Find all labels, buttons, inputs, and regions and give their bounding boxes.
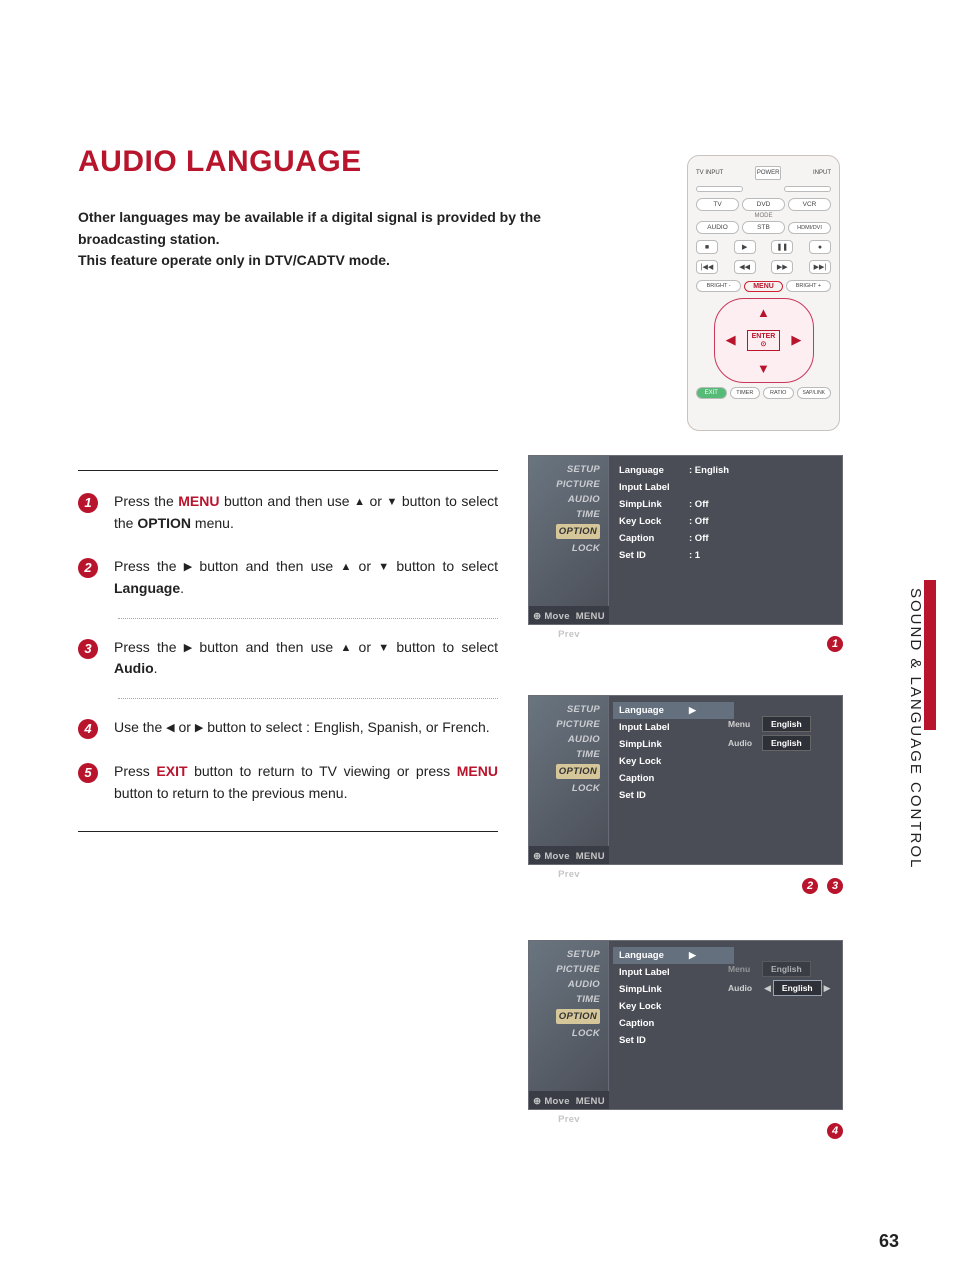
osd2-badge-a: 2 [802, 878, 818, 894]
bright-plus-button[interactable]: BRIGHT + [786, 280, 831, 292]
osd-panel-3: SETUPPICTUREAUDIOTIME OPTIONLOCK ⊕ Move … [528, 940, 843, 1110]
step-5-text: Press EXIT button to return to TV viewin… [114, 761, 498, 804]
vcr-button[interactable]: VCR [788, 198, 831, 211]
stb-button[interactable]: STB [742, 221, 785, 234]
play-button[interactable]: ▶ [734, 240, 756, 254]
step-4-text: Use the ◀ or ▶ button to select : Englis… [114, 717, 498, 739]
step-3-badge: 3 [78, 639, 98, 659]
audio-button[interactable]: AUDIO [696, 221, 739, 234]
dpad-right[interactable]: ▶ [791, 332, 801, 348]
tv-button[interactable]: TV [696, 198, 739, 211]
step-5: 5 Press EXIT button to return to TV view… [78, 753, 498, 818]
side-tab [924, 580, 936, 730]
bright-minus-button[interactable]: BRIGHT - [696, 280, 741, 292]
hdmi-button[interactable]: HDMI/DVI [788, 222, 831, 234]
osd2-menu-col: SETUPPICTUREAUDIOTIME OPTIONLOCK ⊕ Move … [529, 696, 609, 864]
page-title: AUDIO LANGUAGE [78, 145, 362, 179]
intro-line1: Other languages may be available if a di… [78, 209, 541, 247]
osd-panel-2: SETUPPICTUREAUDIOTIME OPTIONLOCK ⊕ Move … [528, 695, 843, 865]
tv-input-button[interactable] [696, 186, 743, 192]
step-3: 3 Press the ▶ button and then use ▲ or ▼… [78, 629, 498, 694]
step-4-badge: 4 [78, 719, 98, 739]
ratio-button[interactable]: RATIO [763, 387, 794, 399]
osd2-submenu: MenuEnglish AudioEnglish [728, 716, 836, 754]
step-1-text: Press the MENU button and then use ▲ or … [114, 491, 498, 534]
steps-list: 1 Press the MENU button and then use ▲ o… [78, 470, 498, 832]
page-number: 63 [879, 1231, 899, 1252]
osd-panel-1: SETUPPICTUREAUDIOTIME OPTIONLOCK ⊕ Move … [528, 455, 843, 625]
step-5-badge: 5 [78, 763, 98, 783]
osd2-badge-b: 3 [827, 878, 843, 894]
side-label: SOUND & LANGUAGE CONTROL [907, 588, 924, 869]
step-3-text: Press the ▶ button and then use ▲ or ▼ b… [114, 637, 498, 680]
tv-input-label: TV INPUT [696, 170, 723, 176]
intro-line2: This feature operate only in DTV/CADTV m… [78, 252, 390, 268]
input-label: INPUT [813, 170, 831, 176]
osd1-menu-col: SETUPPICTUREAUDIOTIME OPTIONLOCK ⊕ Move … [529, 456, 609, 624]
menu-button[interactable]: MENU [744, 281, 783, 292]
osd1-badge: 1 [827, 636, 843, 652]
dpad: ▲ ◀ ENTER⊙ ▶ ▼ [714, 298, 814, 383]
intro-text: Other languages may be available if a di… [78, 207, 548, 272]
step-1: 1 Press the MENU button and then use ▲ o… [78, 483, 498, 548]
ff-button[interactable]: ▶▶ [771, 260, 793, 274]
next-button[interactable]: ▶▶| [809, 260, 831, 274]
osd3-menu-col: SETUPPICTUREAUDIOTIME OPTIONLOCK ⊕ Move … [529, 941, 609, 1109]
rew-button[interactable]: ◀◀ [734, 260, 756, 274]
pause-button[interactable]: ❚❚ [771, 240, 793, 254]
osd1-main: Language: English Input Label SimpLink: … [609, 456, 842, 624]
osd3-submenu: MenuEnglish Audio◀English▶ [728, 961, 836, 999]
rec-button[interactable]: ● [809, 240, 831, 254]
stop-button[interactable]: ■ [696, 240, 718, 254]
prev-button[interactable]: |◀◀ [696, 260, 718, 274]
dvd-button[interactable]: DVD [742, 198, 785, 211]
mode-label: MODE [696, 213, 831, 219]
dpad-left[interactable]: ◀ [726, 332, 736, 348]
input-button[interactable] [784, 186, 831, 192]
timer-button[interactable]: TIMER [730, 387, 761, 399]
power-button[interactable]: POWER [755, 166, 781, 180]
osd3-badge: 4 [827, 1123, 843, 1139]
enter-button[interactable]: ENTER⊙ [747, 330, 781, 351]
step-4: 4 Use the ◀ or ▶ button to select : Engl… [78, 709, 498, 753]
saplink-button[interactable]: SAP/LINK [797, 387, 832, 399]
exit-button[interactable]: EXIT [696, 387, 727, 399]
dpad-up[interactable]: ▲ [757, 305, 770, 320]
step-2-text: Press the ▶ button and then use ▲ or ▼ b… [114, 556, 498, 599]
step-1-badge: 1 [78, 493, 98, 513]
remote-control: TV INPUT POWER INPUT TV DVD VCR MODE AUD… [687, 155, 840, 431]
step-2-badge: 2 [78, 558, 98, 578]
step-2: 2 Press the ▶ button and then use ▲ or ▼… [78, 548, 498, 613]
dpad-down[interactable]: ▼ [757, 361, 770, 376]
